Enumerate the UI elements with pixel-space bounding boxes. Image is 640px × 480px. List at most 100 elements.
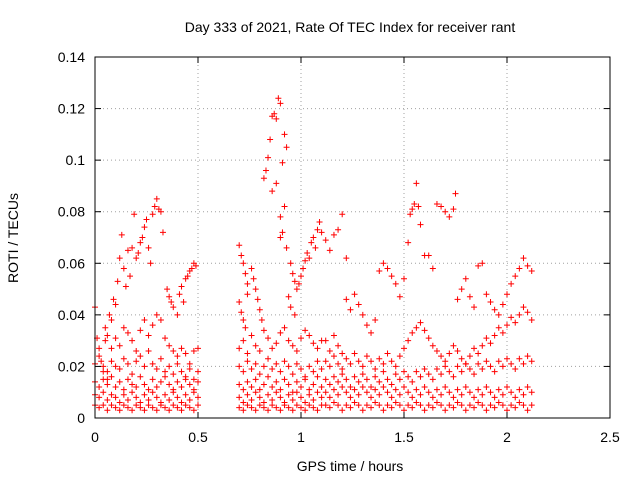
data-point	[446, 213, 453, 220]
data-point	[149, 376, 156, 383]
data-point	[145, 402, 152, 409]
data-point	[322, 402, 329, 409]
data-point	[458, 286, 465, 293]
data-point	[520, 391, 527, 398]
data-point	[112, 394, 119, 401]
data-point	[471, 304, 478, 311]
data-point	[504, 291, 510, 298]
data-point	[421, 366, 428, 373]
data-point	[180, 298, 187, 305]
data-point	[520, 304, 527, 311]
data-point	[269, 384, 276, 391]
data-point	[129, 244, 136, 251]
data-point	[293, 286, 300, 293]
data-point	[411, 200, 418, 207]
data-point	[512, 273, 519, 280]
data-point	[124, 329, 131, 336]
data-point	[112, 335, 119, 342]
data-point	[466, 402, 473, 409]
data-point	[351, 399, 358, 406]
data-point	[429, 404, 436, 411]
data-point	[300, 265, 307, 272]
data-point	[236, 298, 243, 305]
data-point	[293, 389, 300, 396]
data-point	[475, 399, 482, 406]
data-point	[120, 391, 127, 398]
data-point	[516, 386, 523, 393]
data-point	[409, 329, 416, 336]
data-point	[368, 404, 375, 411]
data-point	[166, 407, 173, 414]
data-point	[260, 381, 267, 388]
data-point	[133, 402, 140, 409]
data-point	[471, 371, 478, 378]
data-point	[487, 298, 494, 305]
data-point	[252, 286, 259, 293]
data-point	[495, 399, 502, 406]
data-point	[149, 404, 156, 411]
data-point	[359, 407, 366, 414]
data-point	[446, 402, 453, 409]
data-point	[405, 239, 412, 246]
data-point	[166, 381, 173, 388]
data-point	[120, 355, 127, 362]
data-point	[528, 358, 535, 365]
data-point	[244, 378, 251, 385]
data-point	[298, 404, 304, 411]
data-point	[314, 389, 321, 396]
data-point	[248, 332, 255, 339]
data-point	[347, 306, 354, 313]
data-point	[110, 296, 117, 303]
data-point	[318, 366, 325, 373]
data-point	[248, 384, 255, 391]
data-point	[153, 311, 160, 318]
data-point	[314, 373, 321, 380]
data-point	[238, 309, 245, 316]
data-point	[137, 239, 144, 246]
data-point	[458, 402, 465, 409]
data-point	[178, 399, 185, 406]
y-tick-label: 0.04	[58, 307, 85, 323]
data-point	[293, 347, 300, 354]
data-point	[293, 360, 300, 367]
data-point	[129, 389, 136, 396]
data-point	[429, 342, 436, 349]
data-point	[491, 368, 498, 375]
data-point	[178, 283, 185, 290]
data-point	[401, 275, 407, 282]
data-point	[281, 203, 288, 210]
data-point	[384, 376, 391, 383]
data-point	[248, 366, 255, 373]
data-point	[108, 358, 115, 365]
data-point	[351, 350, 358, 357]
data-point	[462, 384, 469, 391]
data-point	[298, 366, 304, 373]
data-point	[182, 350, 189, 357]
data-point	[96, 404, 103, 411]
data-point	[267, 136, 274, 143]
data-point	[504, 384, 510, 391]
data-point	[409, 394, 416, 401]
data-point	[528, 402, 535, 409]
data-point	[127, 273, 134, 280]
y-tick-label: 0.08	[58, 204, 85, 220]
data-point	[108, 402, 115, 409]
data-point	[145, 244, 152, 251]
data-point	[520, 255, 527, 262]
data-point	[442, 208, 449, 215]
data-point	[438, 371, 445, 378]
data-point	[462, 407, 469, 414]
data-point	[178, 368, 185, 375]
data-point	[421, 407, 428, 414]
data-point	[273, 378, 280, 385]
data-point	[528, 389, 535, 396]
data-point	[458, 391, 465, 398]
data-point	[339, 371, 346, 378]
data-point	[351, 386, 358, 393]
data-point	[491, 394, 498, 401]
data-point	[330, 231, 337, 238]
data-point	[335, 360, 342, 367]
data-point	[174, 404, 181, 411]
data-point	[108, 373, 115, 380]
data-point	[396, 391, 403, 398]
